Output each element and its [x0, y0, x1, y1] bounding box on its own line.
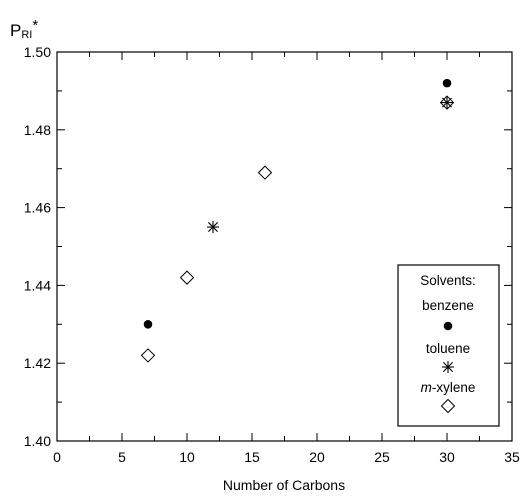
legend-label-m-xylene-rest: -xylene	[432, 380, 476, 395]
y-tick-label: 1.44	[24, 277, 51, 293]
y-axis-title: PRI*	[10, 17, 38, 41]
x-tick-label: 30	[439, 449, 455, 465]
x-tick-label: 20	[309, 449, 325, 465]
axis-ticks	[56, 51, 513, 442]
y-axis-title-main: P	[10, 21, 21, 40]
legend-label-benzene: benzene	[422, 298, 474, 313]
x-tick-label: 10	[179, 449, 195, 465]
legend-marker-m-xylene	[440, 398, 456, 414]
data-point-m-xylene	[257, 165, 273, 180]
x-tick-label: 35	[504, 449, 520, 465]
legend-box	[397, 264, 500, 427]
data-point-toluene	[441, 96, 453, 109]
y-tick-label: 1.42	[24, 355, 51, 371]
data-point-m-xylene	[439, 95, 455, 110]
legend-label-m-xylene: m-xylene	[421, 380, 476, 395]
axis-tick-labels: 0 5 10 15 20 25 30 35 1.40 1.42 1.44 1.46 1.48 1.50	[24, 44, 520, 465]
x-axis-title: Number of Carbons	[223, 477, 345, 493]
legend-label-m-xylene-italic: m	[421, 380, 432, 395]
y-tick-label: 1.46	[24, 200, 51, 216]
legend-marker-benzene	[443, 321, 453, 331]
legend-marker-toluene	[442, 361, 454, 373]
y-tick-label: 1.50	[24, 44, 51, 60]
legend-markers	[440, 321, 456, 414]
x-tick-label: 0	[53, 449, 61, 465]
data-point-benzene	[143, 320, 153, 329]
data-point-toluene	[207, 221, 219, 234]
x-tick-label: 15	[244, 449, 260, 465]
data-point-m-xylene	[179, 270, 195, 285]
y-axis-title-sub: RI	[21, 29, 32, 41]
data-points	[140, 78, 455, 363]
x-tick-label: 25	[374, 449, 390, 465]
legend: Solvents: benzene toluene m-xylene	[397, 264, 500, 427]
y-tick-label: 1.48	[24, 122, 51, 138]
y-axis-title-sup: *	[32, 17, 38, 34]
y-tick-label: 1.40	[24, 433, 51, 449]
x-tick-label: 5	[118, 449, 126, 465]
legend-title: Solvents:	[420, 273, 476, 288]
data-point-m-xylene	[140, 348, 156, 363]
data-point-benzene	[442, 78, 452, 88]
legend-label-toluene: toluene	[426, 341, 470, 356]
